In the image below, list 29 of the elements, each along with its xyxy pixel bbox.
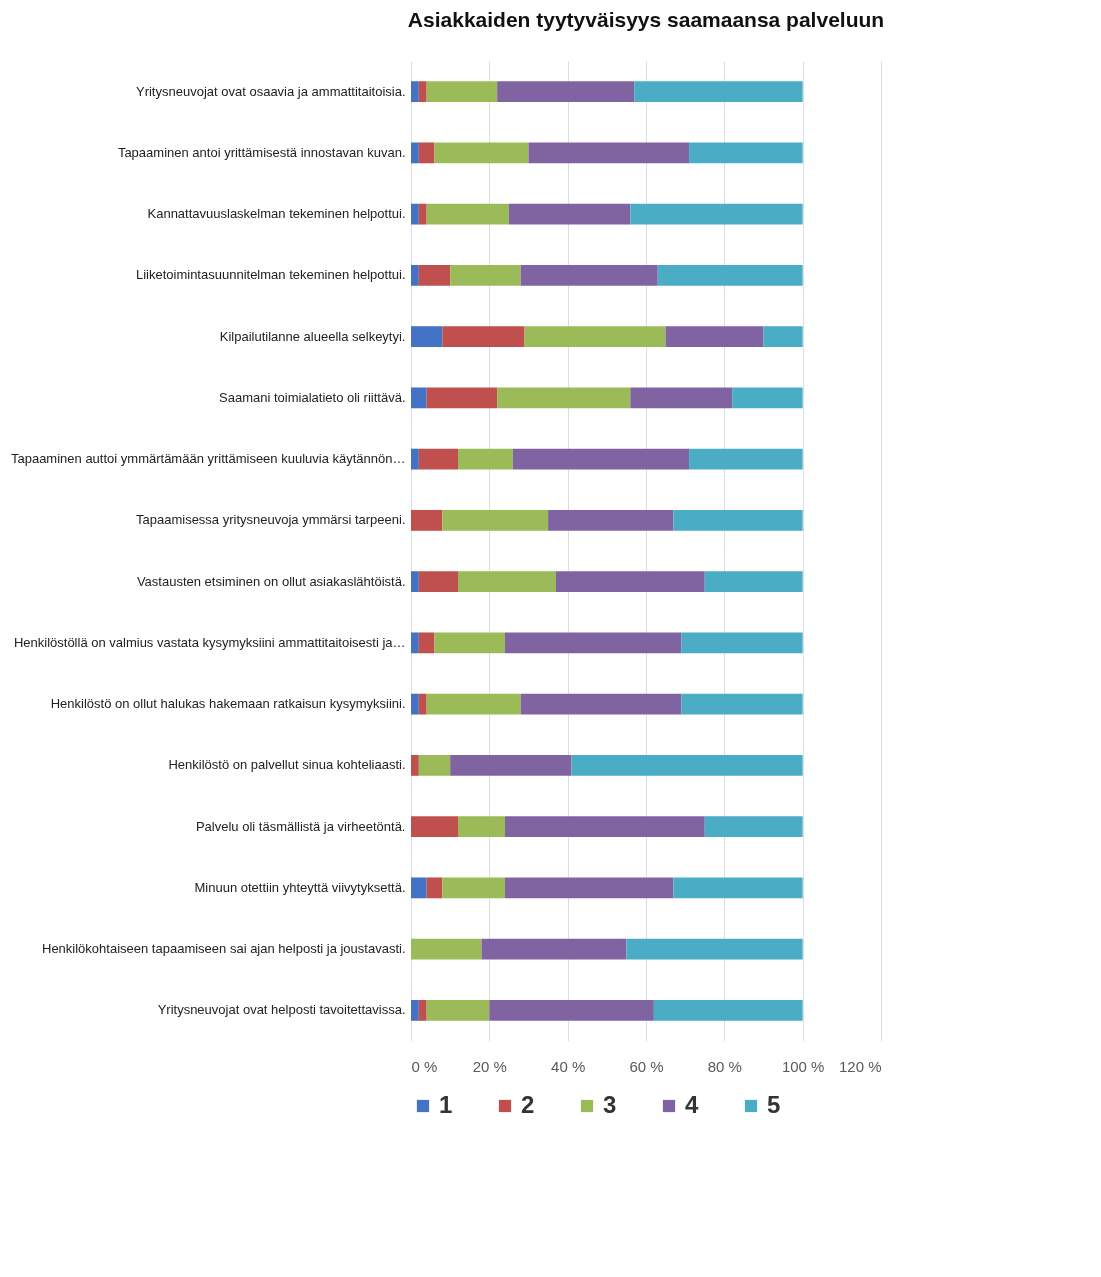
legend-label: 2 bbox=[521, 1091, 535, 1118]
y-tick-label: Saamani toimialatieto oli riittävä. bbox=[219, 389, 406, 405]
legend-label: 1 bbox=[439, 1091, 453, 1118]
y-tick-label: Minuun otettiin yhteyttä viivytyksettä. bbox=[194, 879, 406, 895]
x-tick-label: 20 % bbox=[472, 1057, 507, 1075]
y-tick-label: Henkilöstö on ollut halukas hakemaan ratkaisun kysymyksiini. bbox=[50, 696, 406, 712]
x-tick-label: 80 % bbox=[707, 1057, 742, 1075]
y-tick-label: Tapaaminen antoi yrittämisestä innostavan kuvan. bbox=[117, 144, 406, 160]
y-tick-label: Yritysneuvojat ovat helposti tavoitettavissa. bbox=[157, 1002, 406, 1018]
legend-label: 4 bbox=[685, 1091, 699, 1118]
y-tick-label: Kannattavuuslaskelman tekeminen helpottui. bbox=[147, 206, 406, 222]
legend-label: 5 bbox=[767, 1091, 781, 1118]
y-tick-label: Vastausten etsiminen on ollut asiakaslähtöistä. bbox=[136, 573, 406, 589]
x-tick-label: 0 % bbox=[411, 1057, 438, 1075]
y-tick-label: Henkilöstöllä on valmius vastata kysymyksiini ammattitaitoisesti ja… bbox=[13, 634, 406, 650]
x-tick-label: 120 % bbox=[838, 1057, 882, 1075]
y-tick-label: Tapaaminen auttoi ymmärtämään yrittämiseen kuuluvia käytännön… bbox=[10, 451, 406, 467]
y-tick-label: Henkilökohtaiseen tapaamiseen sai ajan helposti ja joustavasti. bbox=[42, 941, 406, 957]
x-tick-label: 60 % bbox=[629, 1057, 664, 1075]
chart-title: Asiakkaiden tyytyväisyys saamaansa palveluun bbox=[407, 8, 885, 31]
y-tick-label: Henkilöstö on palvellut sinua kohteliaasti. bbox=[168, 757, 406, 773]
y-tick-label: Kilpailutilanne alueella selkeytyi. bbox=[219, 328, 406, 344]
x-tick-label: 100 % bbox=[781, 1057, 825, 1075]
y-tick-label: Palvelu oli täsmällistä ja virheetöntä. bbox=[195, 818, 406, 834]
y-tick-label: Liiketoimintasuunnitelman tekeminen helpottui. bbox=[135, 267, 406, 283]
legend-label: 3 bbox=[603, 1091, 617, 1118]
x-tick-label: 40 % bbox=[551, 1057, 586, 1075]
y-tick-label: Tapaamisessa yritysneuvoja ymmärsi tarpeeni. bbox=[136, 512, 406, 528]
y-tick-label: Yritysneuvojat ovat osaavia ja ammattitaitoisia. bbox=[135, 83, 406, 99]
